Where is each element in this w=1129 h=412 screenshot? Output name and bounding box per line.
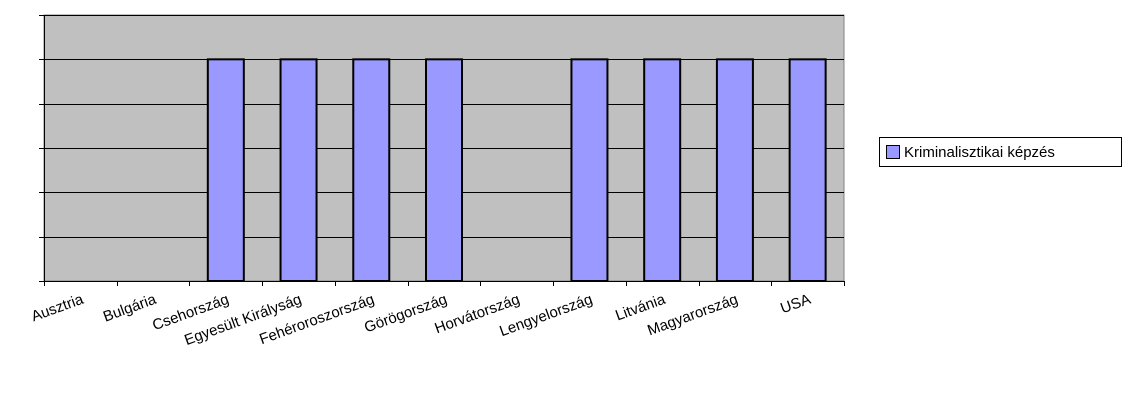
legend-label: Kriminalisztikai képzés <box>904 144 1055 161</box>
bar-Fehéroroszország <box>353 59 389 281</box>
bar-Litvánia <box>644 59 680 281</box>
bar-USA <box>790 59 826 281</box>
x-tick-label: Ausztria <box>29 291 86 326</box>
bar-Görögország <box>426 59 462 281</box>
bar-Lengyelország <box>571 59 607 281</box>
bar-Egyesült Királyság <box>281 59 317 281</box>
x-tick-label: USA <box>778 291 813 318</box>
bar-Magyarország <box>717 59 753 281</box>
legend: Kriminalisztikai képzés <box>879 137 1122 167</box>
bar-Csehország <box>208 59 244 281</box>
legend-swatch-icon <box>886 145 900 159</box>
